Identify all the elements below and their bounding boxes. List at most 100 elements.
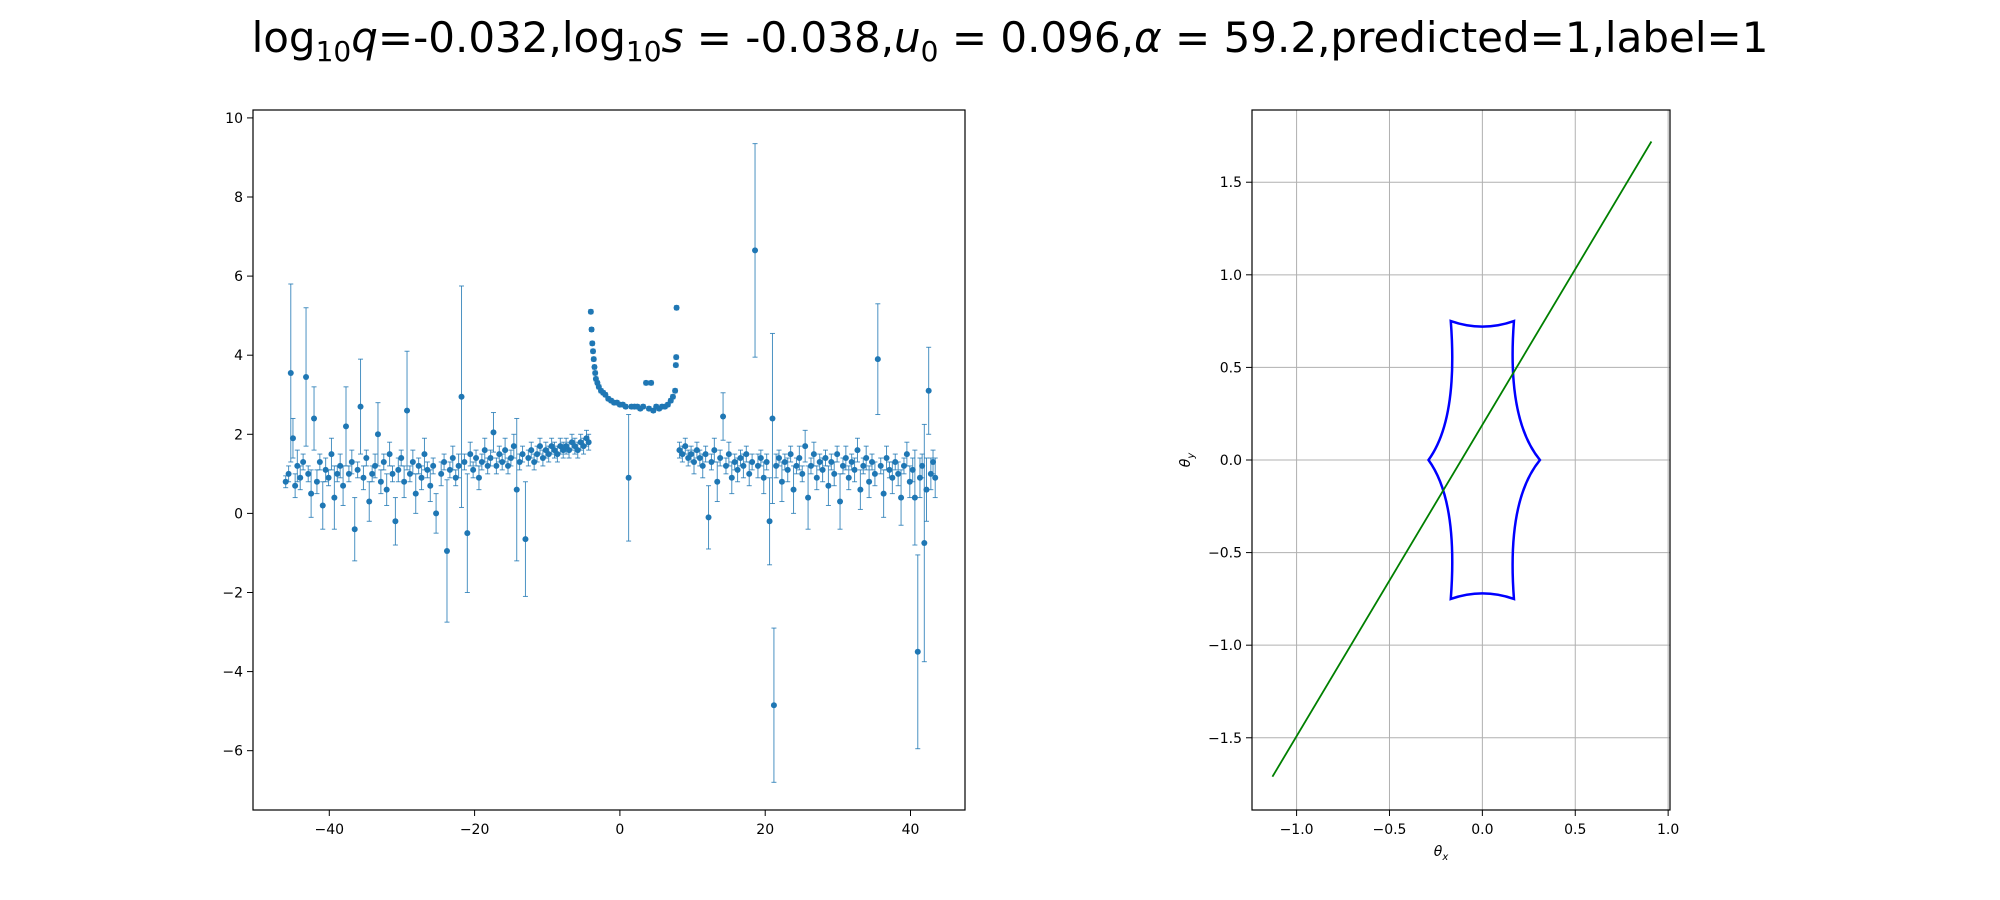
- data-point: [691, 449, 698, 475]
- data-marker: [909, 466, 916, 473]
- data-point: [404, 350, 411, 471]
- data-point: [805, 465, 812, 530]
- data-point: [305, 465, 312, 483]
- data-point: [334, 465, 341, 483]
- data-marker: [869, 458, 876, 465]
- data-point: [822, 449, 829, 467]
- data-marker: [363, 455, 370, 462]
- data-marker: [531, 458, 538, 465]
- data-point: [889, 461, 896, 495]
- data-marker: [484, 462, 491, 469]
- data-point: [696, 449, 703, 467]
- data-point: [300, 453, 307, 471]
- data-marker: [303, 373, 310, 380]
- data-marker: [863, 455, 870, 462]
- data-point: [705, 485, 712, 550]
- data-point: [588, 326, 595, 333]
- data-marker: [819, 466, 826, 473]
- data-point: [363, 449, 370, 467]
- data-marker: [743, 451, 750, 458]
- x-tick-label: 20: [756, 822, 774, 838]
- data-point: [784, 457, 791, 483]
- data-marker: [289, 435, 296, 442]
- data-point: [900, 457, 907, 475]
- data-marker: [754, 462, 761, 469]
- title-part: α: [1134, 13, 1162, 62]
- data-point: [640, 403, 647, 410]
- data-point: [909, 457, 916, 483]
- data-point: [810, 441, 817, 467]
- data-marker: [696, 455, 703, 462]
- data-point: [766, 477, 773, 566]
- data-point: [869, 453, 876, 471]
- data-point: [490, 412, 497, 453]
- data-point: [787, 445, 794, 463]
- data-point: [372, 453, 379, 479]
- data-point: [854, 437, 861, 463]
- data-marker: [487, 455, 494, 462]
- data-point: [837, 473, 844, 530]
- data-marker: [374, 431, 381, 438]
- data-marker: [842, 455, 849, 462]
- data-point: [481, 437, 488, 463]
- data-point: [874, 303, 881, 416]
- data-marker: [590, 356, 597, 363]
- data-marker: [325, 474, 332, 481]
- data-marker: [342, 423, 349, 430]
- data-marker: [796, 455, 803, 462]
- title-part: = -0.038,: [683, 13, 894, 62]
- data-marker: [693, 447, 700, 454]
- data-point: [449, 445, 456, 471]
- data-marker: [672, 362, 679, 369]
- data-marker: [334, 470, 341, 477]
- data-point: [441, 453, 448, 471]
- x-axis-label-sub: x: [1441, 852, 1448, 863]
- data-marker: [591, 364, 598, 371]
- data-marker: [481, 447, 488, 454]
- data-marker: [592, 369, 599, 376]
- x-tick-label: 1.0: [1657, 822, 1679, 838]
- data-point: [409, 449, 416, 475]
- data-point: [507, 449, 514, 467]
- data-marker: [930, 458, 937, 465]
- data-point: [807, 457, 814, 475]
- data-point: [539, 449, 546, 467]
- data-point: [348, 449, 355, 475]
- data-marker: [643, 379, 650, 386]
- data-point: [289, 417, 296, 459]
- data-point: [834, 445, 841, 463]
- data-marker: [746, 470, 753, 477]
- data-point: [424, 461, 431, 479]
- data-marker: [737, 455, 744, 462]
- y-tick-label: 4: [234, 348, 243, 364]
- data-marker: [282, 478, 289, 485]
- data-marker: [305, 470, 312, 477]
- data-marker: [412, 490, 419, 497]
- data-point: [587, 308, 594, 315]
- data-point: [568, 433, 575, 451]
- data-point: [851, 457, 858, 483]
- data-marker: [725, 451, 732, 458]
- data-marker: [900, 462, 907, 469]
- data-point: [622, 403, 629, 410]
- data-marker: [443, 547, 450, 554]
- data-marker: [839, 462, 846, 469]
- y-tick-label: 1.0: [1220, 268, 1242, 284]
- data-marker: [478, 458, 485, 465]
- data-point: [746, 461, 753, 487]
- data-point: [906, 465, 913, 499]
- caustic-ticks: −1.0 −0.5 0.0 0.5 1.0 −1.5 −1.0 −0.5 0.0 0.5 1.0 1.…: [1208, 175, 1679, 838]
- data-marker: [923, 486, 930, 493]
- data-marker: [805, 494, 812, 501]
- title-part: log: [252, 13, 316, 62]
- data-marker: [294, 462, 301, 469]
- data-marker: [588, 326, 595, 333]
- data-point: [478, 453, 485, 471]
- data-marker: [380, 458, 387, 465]
- data-marker: [688, 451, 695, 458]
- data-marker: [427, 482, 434, 489]
- data-point: [717, 449, 724, 467]
- data-marker: [446, 466, 453, 473]
- data-point: [720, 392, 727, 441]
- data-point: [802, 429, 809, 463]
